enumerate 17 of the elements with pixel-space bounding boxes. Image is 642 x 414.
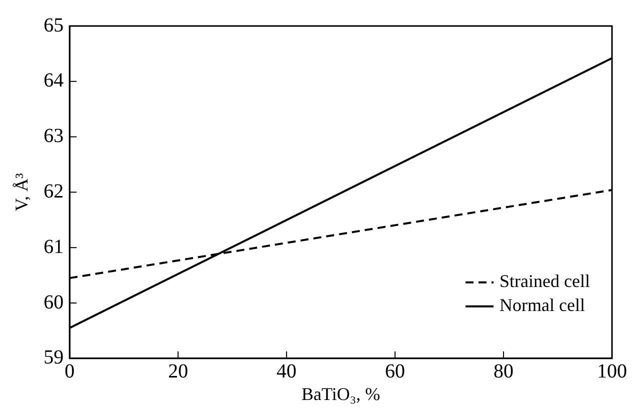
y-tick-label: 60 <box>44 291 64 314</box>
x-tick-label: 60 <box>385 360 406 383</box>
y-axis-title: V, Å³ <box>12 172 32 212</box>
x-tick-label: 100 <box>597 360 627 383</box>
x-tick-label: 40 <box>276 360 297 383</box>
legend-label: Strained cell <box>500 271 590 292</box>
y-tick-label: 65 <box>44 14 64 36</box>
y-tick-label: 61 <box>44 236 64 258</box>
x-tick-label: 0 <box>64 360 75 383</box>
y-tick-label: 59 <box>44 346 64 369</box>
y-tick-label: 64 <box>44 70 64 92</box>
x-tick-label: 20 <box>168 360 188 383</box>
y-tick-label: 62 <box>44 180 64 202</box>
x-tick-label: 80 <box>494 360 514 383</box>
x-axis-title: BaTiO₃, % <box>301 384 380 404</box>
legend-label: Normal cell <box>500 295 586 316</box>
y-tick-label: 63 <box>44 125 64 148</box>
